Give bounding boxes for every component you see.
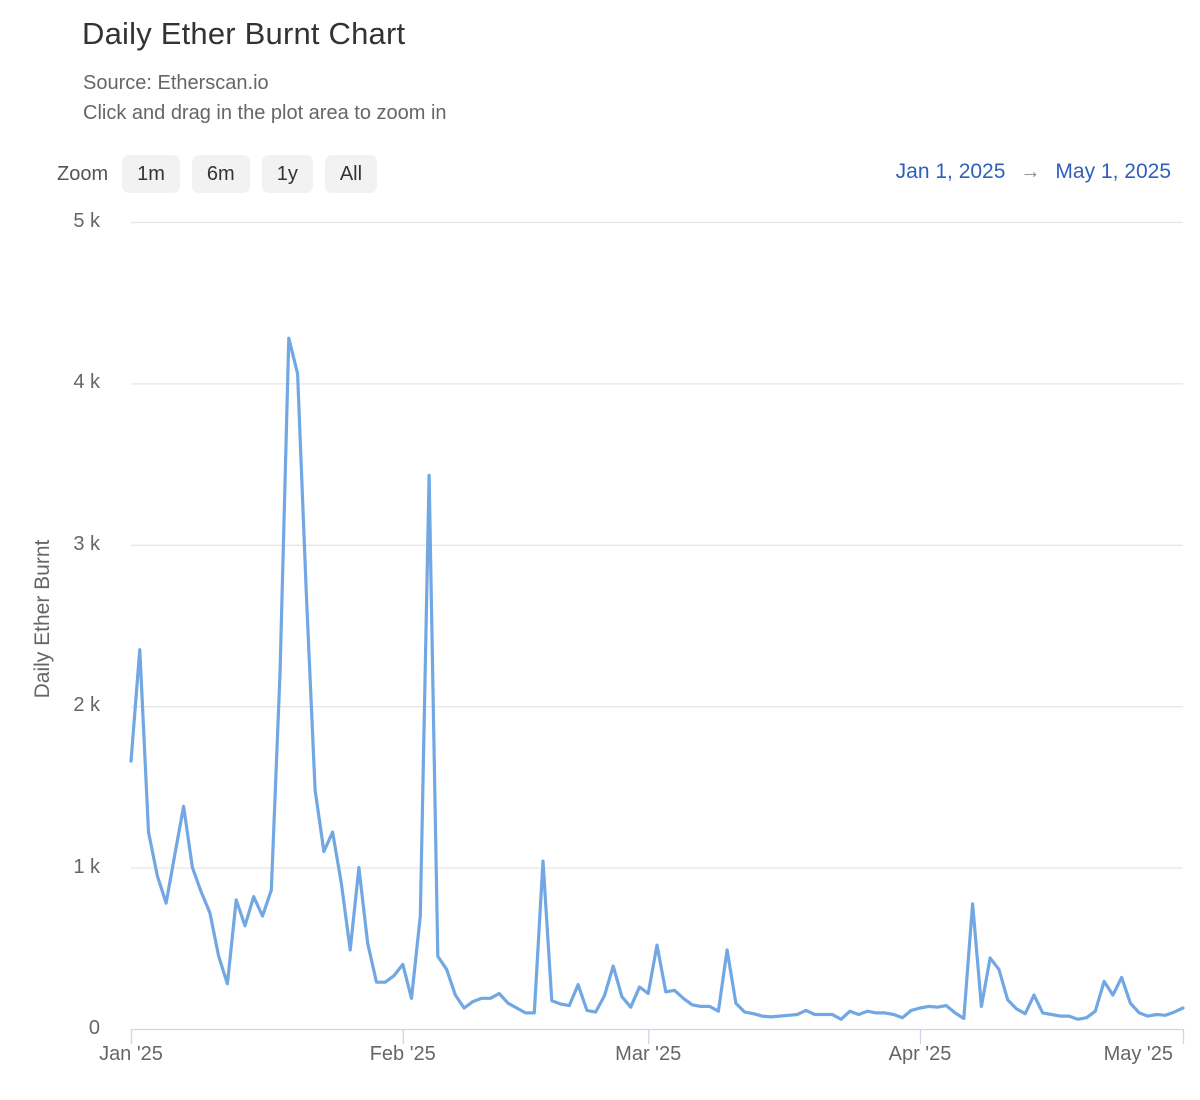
range-start-date[interactable]: Jan 1, 2025 (895, 160, 1006, 183)
chart-title: Daily Ether Burnt Chart (82, 16, 406, 51)
range-end-date[interactable]: May 1, 2025 (1055, 160, 1171, 183)
y-axis-label: 3 k (73, 532, 100, 555)
x-axis-label: May '25 (1103, 1043, 1173, 1065)
series-line (129, 336, 1185, 1021)
gridlines (131, 221, 1183, 1031)
arrow-right-icon: → (1020, 160, 1041, 183)
y-axis-label: 5 k (73, 210, 100, 232)
chart-subtitle-hint: Click and drag in the plot area to zoom … (83, 102, 447, 124)
y-axis-label: 2 k (73, 694, 100, 717)
zoom-button-6m[interactable]: 6m (191, 155, 250, 193)
x-axis-label: Apr '25 (888, 1043, 952, 1065)
date-range-picker: Jan 1, 2025 → May 1, 2025 (896, 160, 1171, 184)
zoom-button-1m[interactable]: 1m (122, 155, 180, 193)
zoom-label: Zoom (57, 162, 109, 185)
x-axis-label: Feb '25 (369, 1043, 436, 1065)
x-axis-label: Mar '25 (615, 1043, 682, 1065)
x-axis-label: Jan '25 (99, 1043, 163, 1065)
y-axis-title: Daily Ether Burnt (31, 539, 54, 699)
y-axis-label: 1 k (73, 855, 100, 878)
axis-ticks (130, 1029, 1185, 1044)
zoom-toolbar: Zoom 1m 6m 1y All (57, 152, 378, 196)
y-axis-label: 4 k (73, 371, 100, 394)
y-axis-label: 0 (88, 1017, 100, 1039)
zoom-button-all[interactable]: All (324, 155, 378, 193)
chart-subtitle-source: Source: Etherscan.io (83, 72, 269, 94)
zoom-button-1y[interactable]: 1y (261, 155, 313, 193)
